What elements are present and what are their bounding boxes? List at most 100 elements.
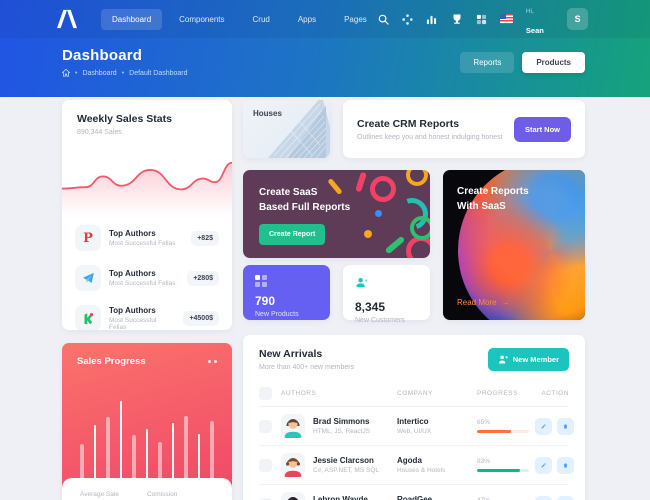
company-cell: Intertico Web, UI/UX <box>397 417 477 435</box>
author-name[interactable]: Brad Simmons <box>313 417 370 426</box>
breadcrumb-item-dashboard[interactable]: Dashboard <box>82 69 117 77</box>
read-more-link[interactable]: Read More → <box>457 298 510 307</box>
author-title: Top Authors <box>109 305 156 315</box>
chart-bar-icon[interactable] <box>426 13 437 25</box>
select-all-checkbox[interactable] <box>259 387 272 400</box>
sales-progress-bars <box>80 389 214 478</box>
apps-grid-icon[interactable] <box>476 13 487 25</box>
planet-image <box>458 170 585 320</box>
action-cell <box>535 417 574 435</box>
nav-item-pages[interactable]: Pages <box>344 14 367 24</box>
building-image <box>268 100 330 158</box>
nav-item-components[interactable]: Components <box>179 14 225 24</box>
navbar-actions: Hi, Sean S <box>378 0 588 39</box>
company-name: Agoda <box>397 456 422 465</box>
start-now-button[interactable]: Start Now <box>513 116 571 142</box>
edit-button[interactable] <box>535 456 552 474</box>
stat-label: Comission <box>147 491 178 498</box>
author-amount-badge: +82$ <box>191 230 219 246</box>
author-list-item[interactable]: Top Authors Most Successful Fellas +280$ <box>73 258 221 298</box>
flag-canton <box>499 14 506 19</box>
main-menu: Dashboard Components Crud Apps Pages <box>101 8 378 30</box>
sales-progress-head: Sales Progress <box>62 343 232 367</box>
user-greeting[interactable]: Hi, Sean <box>526 0 554 39</box>
company-industry: Houses & Hotels <box>397 467 446 474</box>
sales-progress-stats-panel: Average Sale $650 Comission $29,004 Annu… <box>62 478 232 500</box>
author-title: Top Authors <box>109 269 156 278</box>
black-card-title: Create Reports With SaaS <box>457 184 571 214</box>
home-icon[interactable] <box>62 69 70 77</box>
new-customers-stat-card[interactable]: 8,345 New Customers <box>343 265 430 324</box>
title-block: Dashboard • Dashboard • Default Dashboar… <box>62 47 188 77</box>
row-checkbox[interactable] <box>259 419 272 433</box>
new-member-button[interactable]: New Member <box>487 348 569 371</box>
search-icon[interactable] <box>378 13 389 25</box>
telegram-icon <box>75 265 101 291</box>
sales-progress-card: Sales Progress Average Sale $650 Comissi… <box>62 343 232 500</box>
houses-label: Houses <box>253 109 282 118</box>
edit-button[interactable] <box>535 417 552 435</box>
delete-button[interactable] <box>557 456 574 474</box>
products-count: 790 <box>255 294 276 308</box>
nav-item-dashboard[interactable]: Dashboard <box>101 8 163 30</box>
table-row: Lebron Wayde PHP, Laravel, VueJS RoadGee… <box>259 484 574 500</box>
new-products-stat-card[interactable]: 790 New Products <box>243 265 330 320</box>
author-texts: Top Authors Most Successful Fellas <box>109 269 175 287</box>
saas-title-line1: Create SaaS <box>259 187 318 198</box>
breadcrumb-item-current: Default Dashboard <box>129 69 188 77</box>
new-arrivals-subtitle: More than 400+ new members <box>259 364 355 371</box>
products-button[interactable]: Products <box>522 52 585 73</box>
app-logo[interactable] <box>55 9 79 29</box>
products-label: New Products <box>255 311 299 318</box>
col-action: ACTION <box>541 390 569 397</box>
author-name[interactable]: Lebron Wayde <box>313 495 368 500</box>
author-subtitle: Most Successful Fellas <box>109 240 176 247</box>
new-arrivals-card: New Arrivals More than 400+ new members … <box>243 335 585 500</box>
author-amount-badge: +4500$ <box>183 310 219 326</box>
col-company: COMPANY <box>397 390 433 397</box>
edit-button[interactable] <box>535 495 552 500</box>
row-checkbox[interactable] <box>259 458 272 472</box>
houses-image-card[interactable]: Houses <box>243 100 330 158</box>
trophy-icon[interactable] <box>451 13 463 25</box>
progress-bar <box>477 430 529 433</box>
user-name: Sean <box>525 26 544 35</box>
user-avatar[interactable]: S <box>567 8 588 30</box>
author-subtitle: Most Successful Fellas <box>109 280 176 287</box>
col-progress: PROGRESS <box>477 390 518 397</box>
nav-item-crud[interactable]: Crud <box>252 14 270 24</box>
saas-title: Create SaaS Based Full Reports <box>259 185 414 215</box>
crm-texts: Create CRM Reports Outlines keep you and… <box>357 118 503 141</box>
pinterest-icon: P <box>75 225 101 251</box>
breadcrumb-separator: • <box>121 69 125 77</box>
author-title: Top Authors <box>109 229 156 238</box>
sales-progress-title: Sales Progress <box>77 356 146 367</box>
quick-actions-icon[interactable] <box>402 13 413 25</box>
language-us-flag-icon[interactable] <box>499 14 513 24</box>
chart-area-fill <box>62 162 232 216</box>
reports-button[interactable]: Reports <box>460 52 515 73</box>
col-authors: AUTHORS <box>281 390 317 397</box>
doodle-pattern <box>320 170 430 258</box>
nav-item-apps[interactable]: Apps <box>297 14 317 24</box>
author-name[interactable]: Jessie Clarcson <box>313 456 374 465</box>
row-checkbox[interactable] <box>259 497 272 500</box>
author-cell: Jessie Clarcson C#, ASP.NET, MS SQL <box>281 453 397 477</box>
progress-cell: 47% <box>477 497 535 500</box>
pinterest-glyph: P <box>83 230 93 246</box>
page-title: Dashboard <box>62 47 143 64</box>
delete-button[interactable] <box>557 495 574 500</box>
delete-button[interactable] <box>557 417 574 435</box>
author-list-item[interactable]: Top Authors Most Successful Fellas +4500… <box>73 298 221 330</box>
create-report-button[interactable]: Create Report <box>259 224 326 245</box>
more-options-icon[interactable] <box>208 360 217 363</box>
author-skills: HTML, JS, ReactJS <box>313 428 371 435</box>
author-list-item[interactable]: P Top Authors Most Successful Fellas +82… <box>73 218 221 258</box>
crm-title: Create CRM Reports <box>357 117 460 130</box>
weekly-sales-head: Weekly Sales Stats 890,344 Sales <box>62 100 232 136</box>
new-arrivals-head: New Arrivals More than 400+ new members … <box>259 348 569 371</box>
black-title-line1: Create Reports <box>457 186 529 197</box>
breadcrumb-separator: • <box>75 69 78 77</box>
customers-count: 8,345 <box>355 300 386 314</box>
